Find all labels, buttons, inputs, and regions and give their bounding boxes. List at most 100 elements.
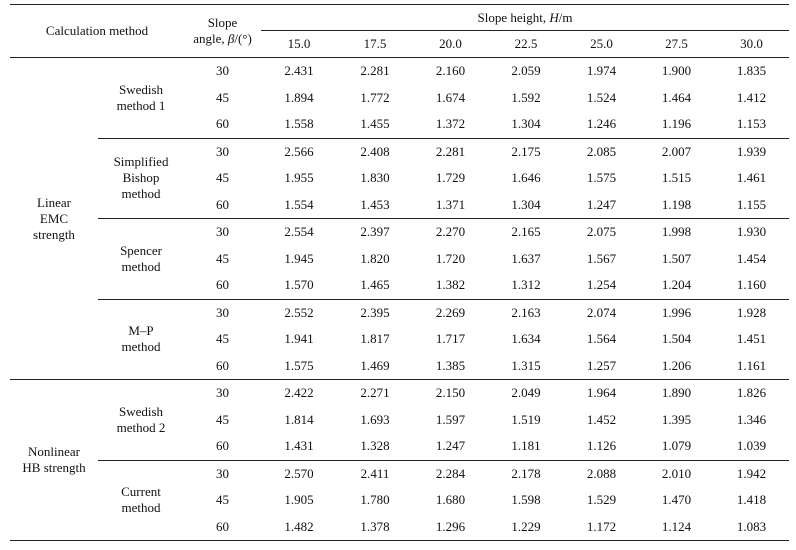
header-slope-angle-line1: Slope bbox=[207, 15, 238, 30]
table-row: 45 1.814 1.693 1.597 1.519 1.452 1.395 1.346 bbox=[10, 407, 789, 434]
value-cell: 2.150 bbox=[413, 379, 489, 407]
value-cell: 1.780 bbox=[360, 492, 390, 508]
value-cell: 1.974 bbox=[564, 57, 640, 85]
value-cell: 2.059 bbox=[488, 57, 565, 85]
value-cell: 1.720 bbox=[435, 250, 466, 266]
results-table: Calculation method Slope angle, β/(°) Sl… bbox=[10, 4, 790, 541]
table-row: 60 1.482 1.378 1.296 1.229 1.172 1.124 1.083 bbox=[10, 514, 789, 541]
angle-cell: 45 bbox=[216, 331, 230, 347]
method-label: M–P method bbox=[98, 298, 185, 380]
value-cell: 1.126 bbox=[586, 438, 617, 454]
value-cell: 1.083 bbox=[736, 518, 767, 534]
angle-cell: 30 bbox=[184, 57, 262, 85]
value-cell: 1.315 bbox=[511, 357, 541, 373]
table-row: Current method 30 2.570 2.411 2.284 2.178 2.088… bbox=[10, 459, 790, 541]
value-cell: 1.955 bbox=[284, 170, 314, 186]
value-cell: 1.385 bbox=[435, 357, 466, 373]
value-cell: 2.570 bbox=[261, 459, 338, 487]
method-label-line: method 1 bbox=[116, 97, 166, 113]
value-cell: 2.552 bbox=[261, 298, 338, 326]
angle-cell: 60 bbox=[216, 357, 230, 373]
value-cell: 2.178 bbox=[488, 459, 565, 487]
table-row: 45 1.955 1.830 1.729 1.646 1.575 1.515 1.461 bbox=[10, 165, 789, 192]
value-cell: 1.328 bbox=[360, 438, 390, 454]
value-cell: 2.566 bbox=[261, 137, 338, 165]
value-cell: 2.269 bbox=[413, 298, 489, 326]
table-row: 60 1.431 1.328 1.247 1.181 1.126 1.079 1.039 bbox=[10, 433, 789, 460]
method-label-line: method bbox=[121, 186, 161, 202]
value-cell: 1.928 bbox=[714, 298, 790, 326]
value-cell: 1.155 bbox=[736, 196, 767, 212]
value-cell: 1.930 bbox=[714, 218, 790, 246]
angle-cell: 30 bbox=[184, 298, 262, 326]
value-cell: 1.312 bbox=[511, 277, 541, 293]
value-cell: 2.088 bbox=[564, 459, 640, 487]
header-slope-angle-unit: /(°) bbox=[234, 31, 252, 46]
method-label-line: method bbox=[121, 339, 161, 355]
value-cell: 1.835 bbox=[714, 57, 790, 85]
method-label-line: Bishop bbox=[122, 170, 160, 186]
angle-cell: 30 bbox=[184, 379, 262, 407]
value-cell: 1.412 bbox=[736, 89, 767, 105]
value-cell: 1.814 bbox=[284, 411, 314, 427]
value-cell: 1.515 bbox=[661, 170, 692, 186]
method-label-line: method 2 bbox=[116, 419, 166, 435]
value-cell: 1.469 bbox=[360, 357, 390, 373]
method-label: Simplified Bishop method bbox=[98, 137, 185, 219]
value-cell: 2.395 bbox=[337, 298, 414, 326]
table-row: 45 1.894 1.772 1.674 1.592 1.524 1.464 1.412 bbox=[10, 85, 789, 112]
angle-cell: 60 bbox=[216, 277, 230, 293]
value-cell: 1.160 bbox=[736, 277, 767, 293]
angle-cell: 45 bbox=[216, 492, 230, 508]
method-label-line: Simplified bbox=[113, 154, 169, 170]
value-cell: 1.039 bbox=[736, 438, 767, 454]
value-cell: 1.079 bbox=[661, 438, 692, 454]
value-cell: 1.431 bbox=[284, 438, 314, 454]
value-cell: 2.281 bbox=[337, 57, 414, 85]
value-cell: 1.905 bbox=[284, 492, 314, 508]
value-cell: 1.461 bbox=[736, 170, 767, 186]
method-label: Spencer method bbox=[98, 218, 185, 299]
value-cell: 1.124 bbox=[661, 518, 692, 534]
table-row: Spencer method 30 2.554 2.397 2.270 2.165 2.075… bbox=[10, 218, 790, 299]
method-label: Swedish method 1 bbox=[98, 57, 185, 138]
value-cell: 2.010 bbox=[639, 459, 715, 487]
value-cell: 1.570 bbox=[284, 277, 314, 293]
value-cell: 1.945 bbox=[284, 250, 314, 266]
method-label-line: Spencer bbox=[120, 242, 162, 258]
angle-cell: 45 bbox=[216, 250, 230, 266]
value-cell: 1.247 bbox=[435, 438, 466, 454]
value-cell: 2.411 bbox=[337, 459, 414, 487]
value-cell: 2.175 bbox=[488, 137, 565, 165]
value-cell: 1.504 bbox=[661, 331, 692, 347]
value-cell: 1.181 bbox=[511, 438, 541, 454]
value-cell: 2.007 bbox=[639, 137, 715, 165]
value-cell: 1.772 bbox=[360, 89, 390, 105]
value-cell: 1.470 bbox=[661, 492, 692, 508]
value-cell: 1.372 bbox=[435, 116, 466, 132]
value-cell: 1.247 bbox=[586, 196, 617, 212]
section-label-line: EMC bbox=[39, 210, 69, 226]
value-cell: 1.564 bbox=[586, 331, 617, 347]
value-cell: 1.890 bbox=[639, 379, 715, 407]
value-cell: 1.507 bbox=[661, 250, 692, 266]
value-cell: 1.346 bbox=[736, 411, 767, 427]
angle-cell: 45 bbox=[216, 170, 230, 186]
value-cell: 1.729 bbox=[435, 170, 466, 186]
value-cell: 1.598 bbox=[511, 492, 541, 508]
header-slope-angle-var: β bbox=[227, 31, 235, 46]
value-cell: 1.198 bbox=[661, 196, 692, 212]
value-cell: 1.529 bbox=[586, 492, 617, 508]
value-cell: 1.575 bbox=[284, 357, 314, 373]
value-cell: 1.453 bbox=[360, 196, 390, 212]
value-cell: 1.634 bbox=[511, 331, 541, 347]
header-calculation-method: Calculation method bbox=[10, 4, 185, 58]
value-cell: 1.454 bbox=[736, 250, 767, 266]
value-cell: 1.942 bbox=[714, 459, 790, 487]
header-height-4: 25.0 bbox=[564, 30, 640, 58]
method-label-line: Swedish bbox=[118, 81, 164, 97]
value-cell: 2.074 bbox=[564, 298, 640, 326]
table-row: 45 1.945 1.820 1.720 1.637 1.567 1.507 1.454 bbox=[10, 246, 789, 273]
value-cell: 1.996 bbox=[639, 298, 715, 326]
header-slope-height-text: Slope height, bbox=[477, 9, 550, 25]
